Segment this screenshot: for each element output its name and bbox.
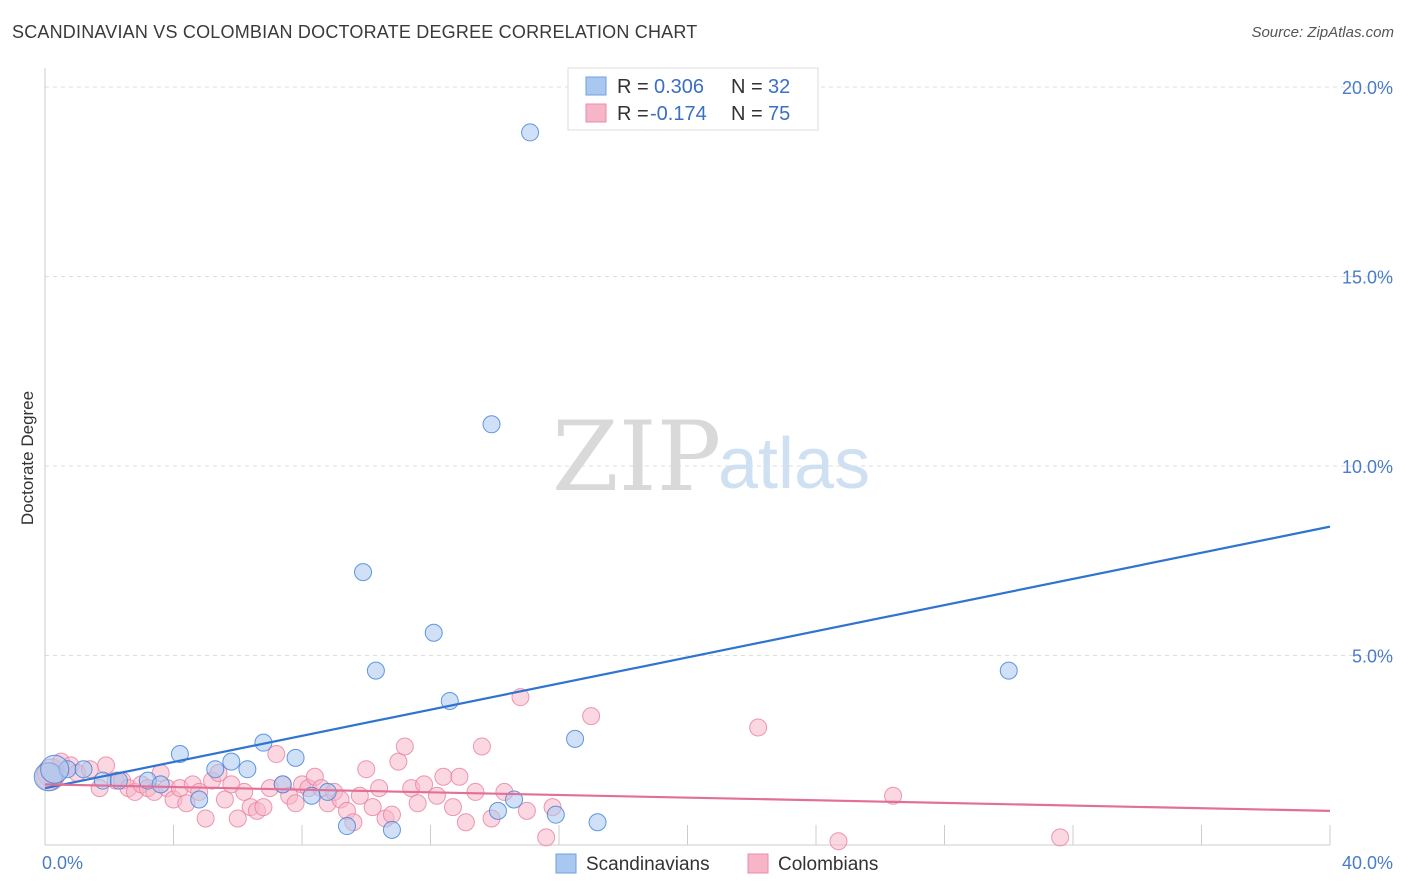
x-tick-label-1: 40.0% xyxy=(1342,853,1393,873)
data-points xyxy=(33,123,1070,851)
legend-swatch-scandinavians xyxy=(585,76,607,96)
scandinavian-point-24 xyxy=(488,801,507,820)
legend-r-label-1: R = xyxy=(617,76,649,98)
colombian-point-70 xyxy=(749,718,768,737)
scandinavian-point-8 xyxy=(190,790,209,809)
colombian-point-62 xyxy=(472,737,491,756)
scandinavian-point-7 xyxy=(170,745,189,764)
legend-r-label-2: R = xyxy=(617,103,649,125)
scandinavian-point-11 xyxy=(238,760,257,779)
colombian-point-69 xyxy=(582,707,601,726)
scandinavian-point-25 xyxy=(505,790,524,809)
colombian-point-26 xyxy=(228,809,247,828)
colombian-point-35 xyxy=(286,794,305,813)
colombian-point-30 xyxy=(254,798,273,817)
watermark: ZIP atlas xyxy=(552,401,870,513)
scandinavian-point-16 xyxy=(318,782,337,801)
colombian-point-66 xyxy=(517,801,536,820)
colombian-point-6 xyxy=(97,756,116,775)
bottom-legend-swatch-scandinavians xyxy=(555,853,577,874)
colombian-point-67 xyxy=(537,828,556,847)
colombian-point-50 xyxy=(382,805,401,824)
colombian-point-46 xyxy=(357,760,376,779)
scandinavian-point-31 xyxy=(40,754,70,784)
scandinavian-point-9 xyxy=(206,760,225,779)
legend-n-value-1: 32 xyxy=(768,76,790,98)
x-tick-label-0: 0.0% xyxy=(42,853,83,873)
legend-swatch-colombians xyxy=(585,103,607,123)
legend-box xyxy=(567,67,819,131)
colombian-point-58 xyxy=(443,798,462,817)
scandinavian-point-29 xyxy=(588,813,607,832)
y-tick-label-0: 5.0% xyxy=(1352,646,1393,666)
chart-title: SCANDINAVIAN VS COLOMBIAN DOCTORATE DEGR… xyxy=(12,22,698,42)
y-tick-label-1: 10.0% xyxy=(1342,457,1393,477)
y-tick-label-2: 15.0% xyxy=(1342,267,1393,287)
bottom-legend-label-colombians: Colombians xyxy=(778,854,878,875)
scandinavian-point-21 xyxy=(424,623,443,642)
colombian-point-52 xyxy=(395,737,414,756)
y-axis-label: Doctorate Degree xyxy=(18,391,37,525)
colombian-point-47 xyxy=(363,798,382,817)
scandinavian-point-18 xyxy=(354,563,373,582)
legend-r-value-1: 0.306 xyxy=(654,76,704,98)
colombian-point-56 xyxy=(427,786,446,805)
y-tick-labels: 5.0% 10.0% 15.0% 20.0% xyxy=(1342,78,1393,667)
colombian-trend-line xyxy=(44,783,1331,812)
colombian-point-73 xyxy=(1051,828,1070,847)
watermark-atlas: atlas xyxy=(718,424,870,504)
colombian-point-24 xyxy=(215,790,234,809)
watermark-zip: ZIP xyxy=(552,401,721,513)
colombian-point-54 xyxy=(408,794,427,813)
scandinavian-trend-line xyxy=(44,525,1331,790)
legend-n-label-1: N = xyxy=(731,76,763,98)
scandinavian-point-10 xyxy=(222,752,241,771)
scandinavian-point-23 xyxy=(482,415,501,434)
colombian-point-61 xyxy=(466,782,485,801)
colombian-point-48 xyxy=(370,779,389,798)
scandinavian-point-14 xyxy=(286,748,305,767)
scandinavian-point-27 xyxy=(546,805,565,824)
scandinavian-point-17 xyxy=(337,817,356,836)
scandinavian-point-2 xyxy=(74,760,93,779)
colombian-point-51 xyxy=(389,752,408,771)
colombian-point-27 xyxy=(235,782,254,801)
legend-top: R = 0.306 N = 32 R = -0.174 N = 75 xyxy=(567,67,819,131)
legend-bottom: Scandinavians Colombians xyxy=(555,853,878,875)
scandinavian-point-19 xyxy=(366,661,385,680)
colombian-point-21 xyxy=(196,809,215,828)
colombian-point-59 xyxy=(450,767,469,786)
y-tick-label-3: 20.0% xyxy=(1342,78,1393,98)
scandinavian-point-26 xyxy=(521,123,540,142)
grid-lines xyxy=(45,86,1392,656)
legend-r-value-2: -0.174 xyxy=(650,103,707,125)
colombian-point-72 xyxy=(884,786,903,805)
colombian-point-71 xyxy=(829,832,848,851)
colombian-point-57 xyxy=(434,767,453,786)
legend-n-label-2: N = xyxy=(731,103,763,125)
colombian-point-60 xyxy=(456,813,475,832)
scandinavian-point-6 xyxy=(151,775,170,794)
bottom-legend-swatch-colombians xyxy=(747,853,769,874)
scandinavian-point-28 xyxy=(566,729,585,748)
scandinavian-point-30 xyxy=(999,661,1018,680)
scandinavian-point-20 xyxy=(382,820,401,839)
colombian-point-32 xyxy=(267,745,286,764)
source-label: Source: ZipAtlas.com xyxy=(1251,24,1394,41)
axes xyxy=(44,68,1331,846)
trend-lines xyxy=(44,525,1331,812)
x-tick-labels: 0.0% 40.0% xyxy=(42,853,1393,873)
bottom-legend-label-scandinavians: Scandinavians xyxy=(586,854,710,875)
legend-n-value-2: 75 xyxy=(768,103,790,125)
